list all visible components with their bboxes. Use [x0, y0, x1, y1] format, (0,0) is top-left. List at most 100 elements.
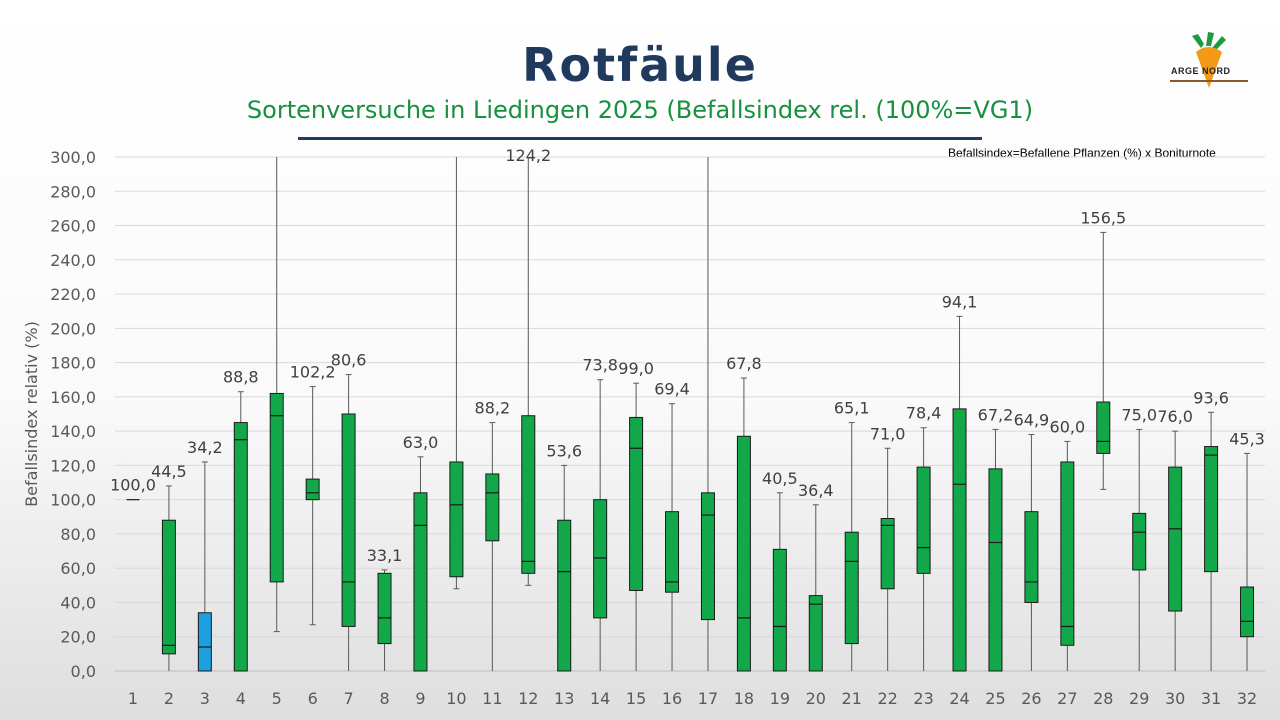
- mean-label: 65,1: [834, 399, 870, 418]
- mean-label: 75,0: [1121, 405, 1157, 424]
- x-tick-label: 24: [949, 689, 969, 708]
- box: [413, 492, 428, 672]
- mean-label: 44,5: [151, 462, 187, 481]
- mean-label: 33,1: [367, 546, 403, 565]
- y-tick-label: 140,0: [50, 422, 96, 441]
- box: [377, 572, 392, 645]
- box: [449, 461, 464, 578]
- y-tick-label: 220,0: [50, 285, 96, 304]
- x-tick-label: 21: [842, 689, 862, 708]
- mean-label: 78,4: [906, 404, 942, 423]
- x-tick-label: 19: [770, 689, 790, 708]
- y-tick-labels: 0,0 20,0 40,0 60,0 80,0 100,0 120,0 140,0 160,0 1…: [50, 148, 96, 681]
- mean-label: 34,2: [187, 438, 223, 457]
- x-tick-label: 17: [698, 689, 718, 708]
- y-axis-label: Befallsindex relativ (%): [22, 321, 41, 507]
- mean-label: 94,1: [942, 292, 978, 311]
- x-tick-label: 23: [913, 689, 933, 708]
- x-tick-label: 1: [128, 689, 138, 708]
- mean-label: 53,6: [546, 441, 582, 460]
- x-tick-label: 5: [272, 689, 282, 708]
- mean-label: 76,0: [1157, 407, 1193, 426]
- mean-label: 36,4: [798, 481, 834, 500]
- box: [341, 413, 356, 627]
- x-tick-label: 30: [1165, 689, 1185, 708]
- carrot-logo-icon: [1170, 32, 1248, 88]
- y-tick-label: 240,0: [50, 251, 96, 270]
- box: [772, 548, 787, 672]
- x-tick-label: 10: [446, 689, 466, 708]
- box: [736, 435, 751, 672]
- x-tick-label: 12: [518, 689, 538, 708]
- y-tick-label: 20,0: [60, 628, 96, 647]
- box: [1132, 512, 1147, 571]
- mean-label: 73,8: [582, 356, 618, 375]
- mean-label: 88,2: [475, 399, 511, 418]
- y-tick-label: 0,0: [71, 662, 96, 681]
- box: [521, 415, 536, 574]
- box: [952, 408, 967, 672]
- chart-title: Rotfäule: [522, 38, 758, 92]
- y-tick-label: 160,0: [50, 388, 96, 407]
- x-tick-label: 13: [554, 689, 574, 708]
- y-tick-label: 80,0: [60, 525, 96, 544]
- x-tick-label: 7: [344, 689, 354, 708]
- y-tick-label: 180,0: [50, 354, 96, 373]
- mean-label: 88,8: [223, 368, 259, 387]
- x-tick-label: 18: [734, 689, 754, 708]
- mean-label: 40,5: [762, 469, 798, 488]
- y-tick-label: 280,0: [50, 182, 96, 201]
- x-tick-label: 8: [379, 689, 389, 708]
- box: [1168, 466, 1183, 612]
- box-series: [126, 157, 1255, 672]
- mean-label: 71,0: [870, 424, 906, 443]
- box: [665, 511, 680, 593]
- x-tick-labels: 1 2 3 4 5 6 7 8 9 10 11 12 13 14 15 16 17 18 19 20 21 22 23 24 2…: [128, 689, 1257, 708]
- y-tick-label: 260,0: [50, 217, 96, 236]
- x-tick-label: 15: [626, 689, 646, 708]
- box: [233, 422, 248, 672]
- box: [305, 478, 320, 501]
- box: [988, 468, 1003, 672]
- x-tick-label: 20: [806, 689, 826, 708]
- box: [880, 518, 895, 590]
- x-tick-label: 11: [482, 689, 502, 708]
- x-tick-label: 25: [985, 689, 1005, 708]
- x-tick-label: 32: [1237, 689, 1257, 708]
- logo-text: ARGE NORD: [1171, 66, 1231, 76]
- mean-label: 124,2: [505, 146, 551, 165]
- mean-label: 67,2: [978, 405, 1014, 424]
- box: [916, 466, 931, 574]
- grid-lines: [115, 156, 1265, 672]
- title-underline: [298, 137, 982, 140]
- box: [485, 473, 500, 542]
- x-tick-label: 6: [308, 689, 318, 708]
- box: [700, 492, 715, 621]
- box: [844, 531, 859, 645]
- box: [269, 392, 284, 583]
- y-tick-label: 200,0: [50, 319, 96, 338]
- x-tick-label: 14: [590, 689, 610, 708]
- mean-label: 156,5: [1080, 208, 1126, 227]
- mean-label: 80,6: [331, 351, 367, 370]
- x-tick-label: 9: [415, 689, 425, 708]
- x-tick-label: 16: [662, 689, 682, 708]
- x-tick-label: 2: [164, 689, 174, 708]
- mean-label: 63,0: [403, 433, 439, 452]
- x-tick-label: 3: [200, 689, 210, 708]
- box: [197, 612, 212, 672]
- mean-label: 100,0: [110, 476, 156, 495]
- mean-label: 67,8: [726, 354, 762, 373]
- chart-subtitle: Sortenversuche in Liedingen 2025 (Befall…: [246, 96, 1034, 124]
- y-tick-label: 40,0: [60, 593, 96, 612]
- x-tick-label: 4: [236, 689, 246, 708]
- y-tick-label: 100,0: [50, 491, 96, 510]
- box: [161, 519, 176, 655]
- mean-label: 60,0: [1050, 417, 1086, 436]
- x-tick-label: 27: [1057, 689, 1077, 708]
- logo-label: ARGE NORD: [1171, 66, 1231, 76]
- x-tick-label: 28: [1093, 689, 1113, 708]
- box: [1096, 401, 1111, 454]
- box: [1024, 511, 1039, 603]
